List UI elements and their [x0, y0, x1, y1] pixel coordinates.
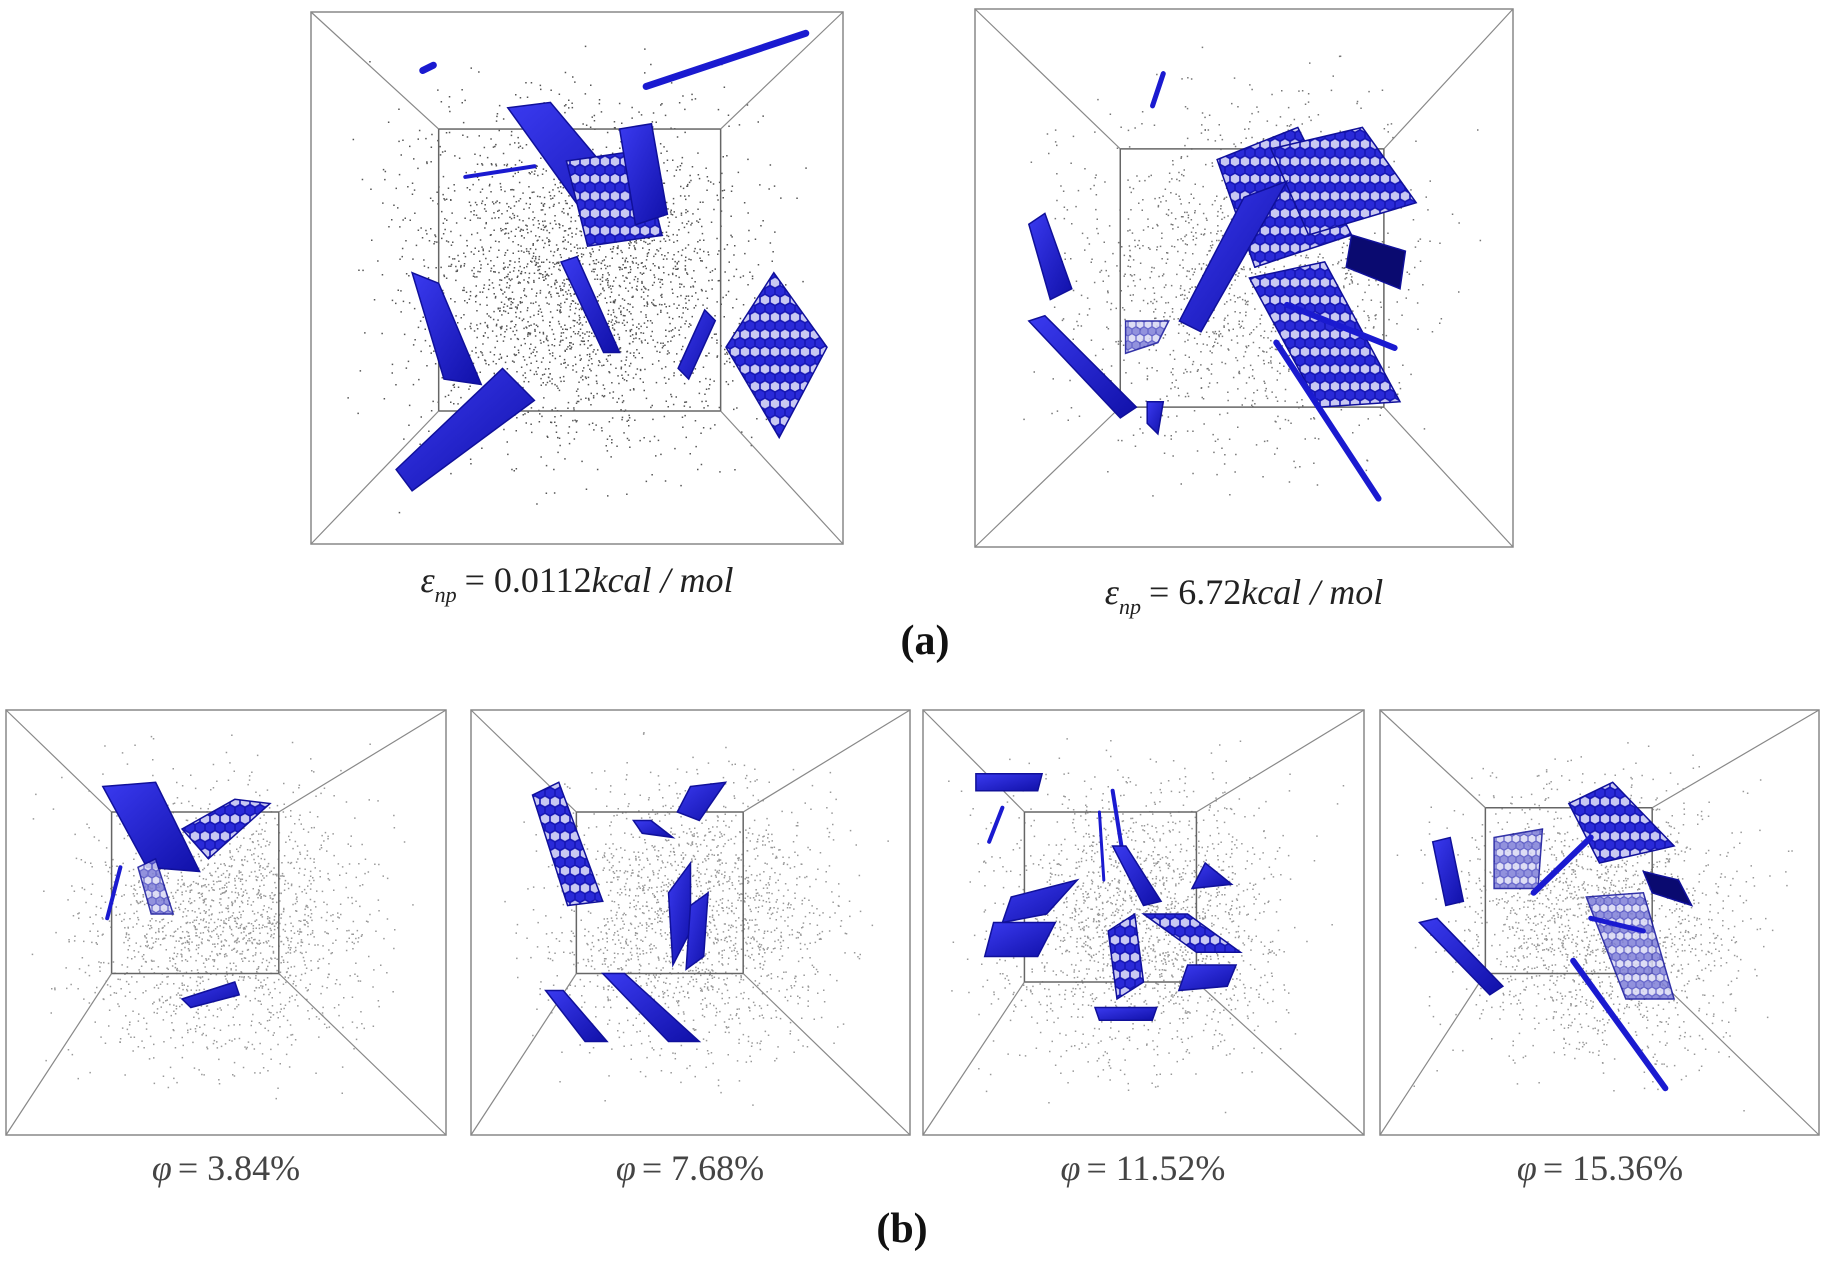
box-edge	[1196, 709, 1365, 813]
box-edge	[742, 973, 911, 1136]
nanosheet	[137, 857, 175, 915]
nanosheet	[975, 773, 1044, 792]
box-edge	[720, 11, 844, 130]
box-edge	[922, 709, 1025, 813]
box-edge	[720, 410, 844, 545]
box-edge	[974, 406, 1121, 548]
box-edge	[278, 973, 447, 1136]
caption: φ = 7.68%	[616, 1148, 764, 1188]
nanosheet	[725, 271, 828, 440]
nanosheet	[618, 122, 669, 226]
box-edge	[278, 709, 447, 813]
nanosheet	[1124, 320, 1170, 355]
box-edge	[1651, 709, 1820, 809]
nanosheet	[1190, 861, 1234, 890]
box-outline	[922, 709, 1365, 1136]
nanosheet	[1248, 261, 1402, 408]
nanosheet	[1269, 126, 1418, 236]
box-inner	[437, 128, 722, 412]
nanosheet	[676, 781, 728, 822]
nanosheet	[600, 972, 702, 1043]
box-edge	[1379, 973, 1486, 1136]
panel-label: (a)	[901, 618, 950, 664]
nanosheet	[1642, 870, 1694, 907]
nanosheet	[180, 798, 272, 860]
nanosheet	[559, 255, 621, 354]
box-outline	[310, 11, 844, 545]
box-edge	[1651, 973, 1820, 1136]
box-edge	[922, 981, 1025, 1136]
box-edge	[1383, 8, 1514, 150]
nanorod	[1284, 301, 1398, 351]
nanosheet	[531, 781, 604, 907]
box-edge	[974, 8, 1121, 150]
box-inner	[110, 811, 280, 975]
nanosheet	[1585, 892, 1676, 1000]
nanorod	[987, 805, 1005, 844]
nanosheet	[685, 891, 709, 971]
nanosheet	[1146, 400, 1165, 436]
nanosheet	[1418, 917, 1505, 996]
particles	[31, 734, 414, 1100]
caption: φ = 11.52%	[1061, 1148, 1226, 1188]
nanosheet	[1111, 845, 1163, 907]
nanorod	[1570, 957, 1669, 1092]
caption: φ = 15.36%	[1517, 1148, 1683, 1188]
nanorod	[1588, 915, 1646, 934]
box-edge	[310, 11, 440, 130]
nanosheet	[395, 367, 536, 492]
caption: εnp = 0.0112kcal / mol	[420, 560, 733, 607]
nanorod	[1097, 810, 1106, 882]
nanosheet	[1141, 913, 1243, 954]
box-edge	[5, 709, 113, 813]
nanorod	[419, 61, 437, 75]
nanorod	[642, 29, 810, 90]
box-edge	[310, 410, 440, 545]
box-outline	[5, 709, 447, 1136]
nanosheet	[631, 819, 676, 839]
box-edge	[1379, 709, 1486, 809]
nanosheet	[1567, 781, 1676, 864]
nanosheet	[1493, 828, 1544, 890]
snapshots	[5, 8, 1820, 1136]
nanosheet	[544, 989, 609, 1043]
nanorod	[105, 865, 123, 921]
nanosheet	[983, 921, 1057, 958]
box-edge	[742, 709, 911, 813]
nanosheet	[180, 981, 241, 1009]
nanosheet	[1107, 912, 1145, 1001]
box-outline	[470, 709, 911, 1136]
box-edge	[1196, 981, 1365, 1136]
nanosheet	[101, 781, 201, 873]
nanosheet	[1027, 314, 1138, 419]
nanosheet	[1093, 1006, 1158, 1022]
nanorod	[1110, 788, 1124, 848]
nanosheet	[1177, 964, 1238, 992]
box-outline	[974, 8, 1514, 548]
nanosheet	[677, 308, 717, 381]
nanorod	[1150, 71, 1166, 109]
nanosheet	[1431, 836, 1465, 907]
box-edge	[1383, 406, 1514, 548]
box-edge	[5, 973, 113, 1136]
box-outline	[1379, 709, 1820, 1136]
nanosheet	[410, 271, 483, 386]
nanosheet	[1178, 179, 1289, 333]
nanorod	[1530, 834, 1594, 896]
nanosheet	[1345, 234, 1407, 290]
nanosheet	[1027, 212, 1073, 301]
particles	[1023, 46, 1482, 497]
caption: φ = 3.84%	[152, 1148, 300, 1188]
nanorod	[1273, 339, 1382, 502]
nanorod	[463, 164, 537, 179]
caption: εnp = 6.72kcal / mol	[1105, 572, 1383, 619]
panel-label: (b)	[876, 1206, 927, 1252]
nanosheet	[1001, 878, 1080, 924]
